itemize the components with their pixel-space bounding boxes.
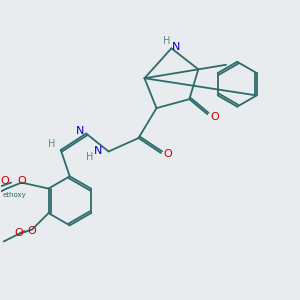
Text: H: H — [163, 36, 171, 46]
Text: N: N — [76, 126, 84, 136]
Text: N: N — [94, 146, 102, 157]
Text: O: O — [28, 226, 36, 236]
Text: N: N — [172, 42, 180, 52]
Text: H: H — [86, 152, 94, 162]
Text: O: O — [210, 112, 219, 122]
Text: O: O — [17, 176, 26, 186]
Text: ethoxy: ethoxy — [2, 192, 26, 198]
Text: O: O — [14, 227, 23, 238]
Text: O: O — [1, 176, 10, 186]
Text: O: O — [163, 149, 172, 160]
Text: H: H — [48, 139, 56, 149]
